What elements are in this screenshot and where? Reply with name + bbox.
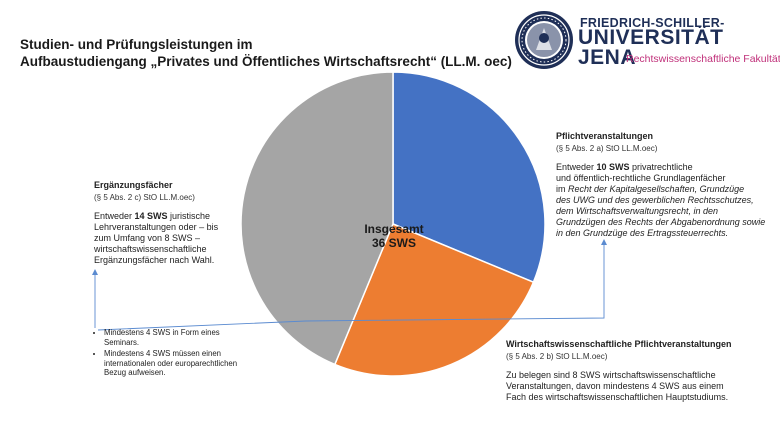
pflicht-line-5: dem Wirtschaftsverwaltungsrecht, in den — [556, 206, 718, 216]
wiwi-line-1: Zu belegen sind 8 SWS wirtschaftswissens… — [506, 370, 716, 380]
connector-lines — [92, 239, 607, 331]
wiwi-line-2: Veranstaltungen, davon mindestens 4 SWS … — [506, 381, 724, 391]
center-label-line-2: 36 SWS — [371, 236, 416, 250]
ergaenzung-sub: (§ 5 Abs. 2 c) StO LL.M.oec) — [94, 193, 195, 202]
pflicht-line-2: und öffentlich-rechtliche Grundlagenfäch… — [556, 173, 726, 183]
pflicht-line-4: des UWG und des gewerblichen Rechtsschut… — [556, 195, 754, 205]
title-line-1: Studien- und Prüfungsleistungen im — [20, 37, 253, 52]
wiwi-block: Wirtschaftswissenschaftliche Pflichtvera… — [506, 339, 776, 403]
ergaenzung-line-2: Lehrveranstaltungen oder – bis — [94, 222, 219, 232]
faculty-name: Rechtswissenschaftliche Fakultät — [626, 53, 780, 65]
pflicht-block: Pflichtveranstaltungen (§ 5 Abs. 2 a) St… — [556, 131, 776, 239]
pflicht-line-3: im Recht der Kapitalgesellschaften, Grun… — [556, 184, 745, 194]
list-item: Mindestens 4 SWS müssen einen internatio… — [104, 349, 274, 378]
connector-arrowhead-right — [601, 239, 607, 245]
pflicht-line-1: Entweder 10 SWS privatrechtliche — [556, 162, 693, 172]
ergaenzung-block: Ergänzungsfächer (§ 5 Abs. 2 c) StO LL.M… — [94, 180, 244, 266]
ergaenzung-line-5: Ergänzungsfächer nach Wahl. — [94, 255, 215, 265]
ergaenzung-line-1: Entweder 14 SWS juristische — [94, 211, 211, 221]
logo-line-2: UNIVERSITÄT — [578, 26, 724, 49]
wiwi-heading: Wirtschaftswissenschaftliche Pflichtvera… — [506, 339, 732, 349]
logo-line-3: JENA — [578, 46, 637, 69]
pie-slice-ergaenzung — [240, 71, 394, 366]
university-logo: FRIEDRICH-SCHILLER- UNIVERSITÄT JENA Rec… — [514, 10, 780, 70]
ergaenzung-line-3: zum Umfang von 8 SWS – — [94, 233, 201, 243]
wiwi-sub: (§ 5 Abs. 2 b) StO LL.M.oec) — [506, 352, 608, 361]
connector-arrowhead-left — [92, 269, 98, 275]
ergaenzung-heading: Ergänzungsfächer — [94, 180, 173, 190]
center-label-line-1: Insgesamt — [364, 222, 424, 236]
connector-line-right — [97, 240, 605, 331]
title-line-2: Aufbaustudiengang „Privates und Öffentli… — [20, 54, 512, 69]
pie-slice-pflicht — [392, 71, 546, 284]
list-item: Mindestens 4 SWS in Form eines Seminars. — [104, 328, 274, 347]
pie-slice-wiwi — [333, 223, 535, 377]
ergaenzung-line-4: wirtschaftswissenschaftliche — [94, 244, 207, 254]
pflicht-sub: (§ 5 Abs. 2 a) StO LL.M.oec) — [556, 144, 658, 153]
pflicht-line-6: Grundzügen des Rechts der Abgabenordnung… — [556, 217, 766, 227]
logo-line-1: FRIEDRICH-SCHILLER- — [580, 16, 725, 30]
wiwi-line-3: Fach des wirtschaftswissenschaftlichen H… — [506, 392, 729, 402]
pflicht-line-7: in den Grundzüge des Ertragssteuerrechts… — [556, 228, 729, 238]
center-label: Insgesamt 36 SWS — [354, 222, 434, 250]
pflicht-heading: Pflichtveranstaltungen — [556, 131, 654, 141]
requirements-list: Mindestens 4 SWS in Form eines Seminars.… — [94, 328, 274, 380]
university-seal-icon — [515, 11, 573, 69]
page-title: Studien- und Prüfungsleistungen im Aufba… — [20, 36, 512, 70]
